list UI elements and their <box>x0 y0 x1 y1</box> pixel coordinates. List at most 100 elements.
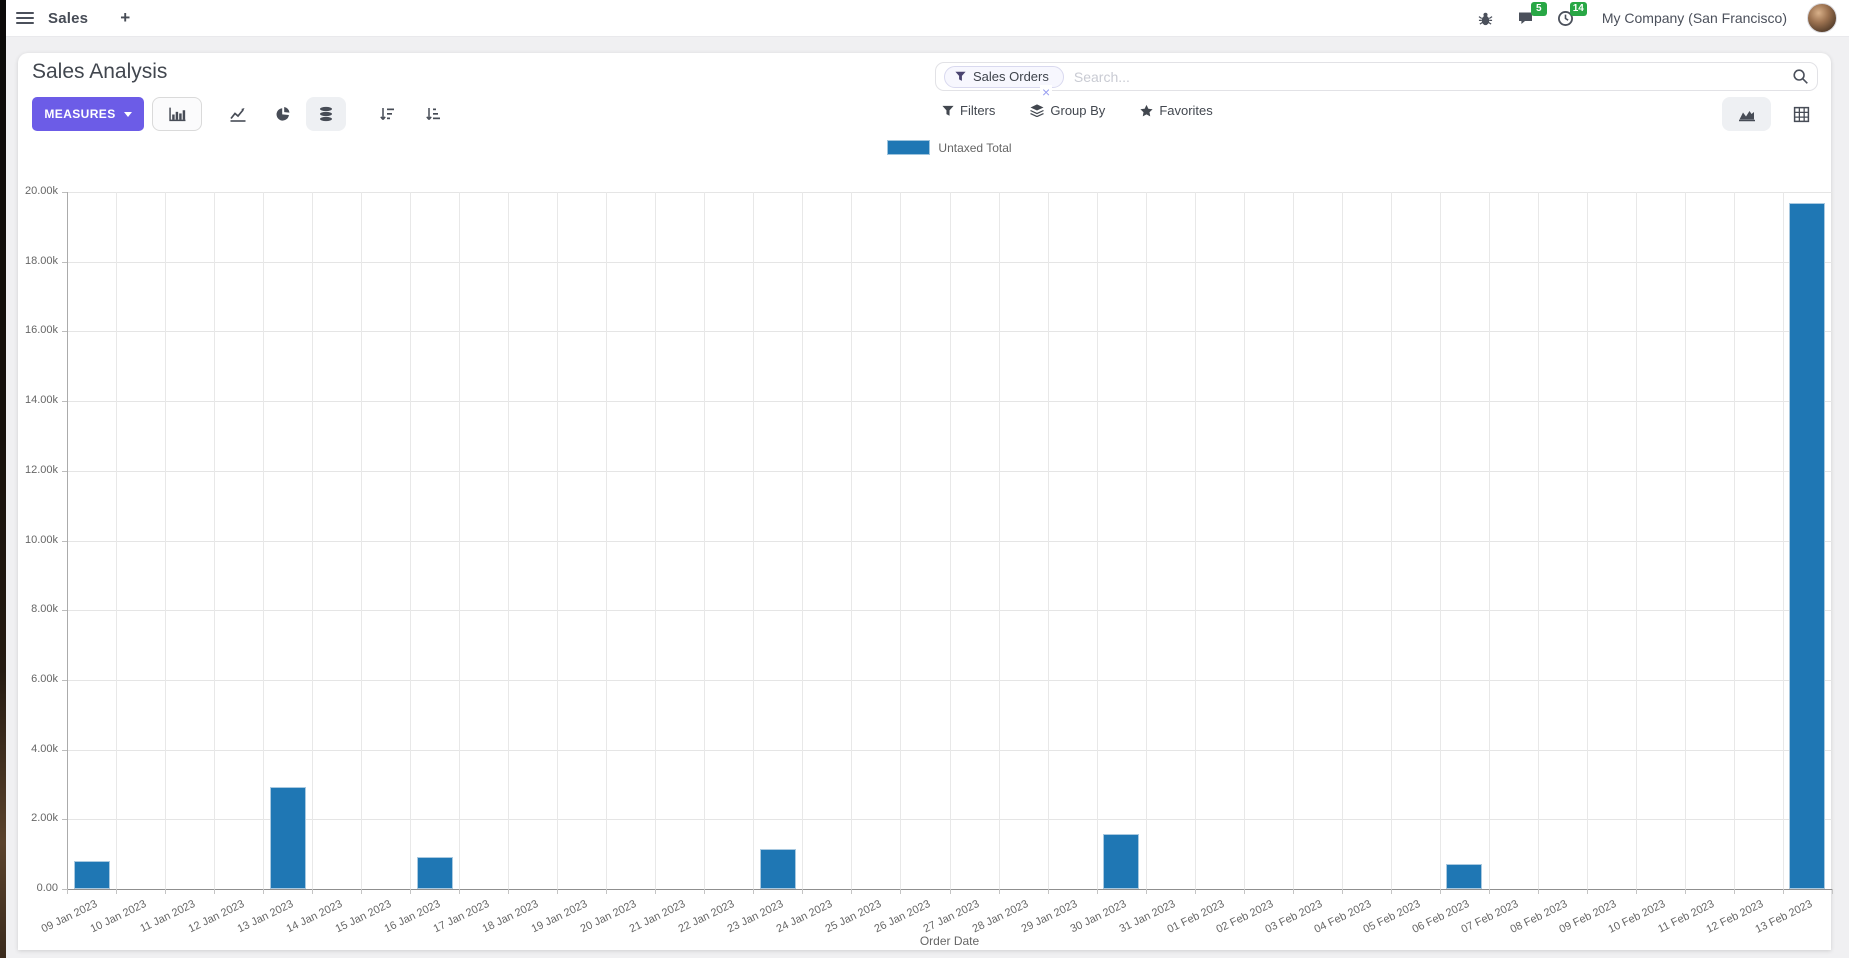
group-by-button[interactable]: Group By <box>1030 103 1105 118</box>
gridline-horizontal <box>67 541 1832 542</box>
x-tick-mark <box>851 889 852 894</box>
debug-bug-icon[interactable] <box>1476 8 1496 28</box>
y-axis-tick-label: 4.00k <box>31 743 58 755</box>
x-tick-mark <box>1195 889 1196 894</box>
filters-button[interactable]: Filters <box>942 103 995 118</box>
bar-chart-icon <box>168 107 185 121</box>
app-name-menu[interactable]: Sales <box>48 9 89 27</box>
filters-funnel-icon <box>942 105 954 116</box>
activities-clock-icon[interactable]: 14 <box>1556 2 1587 28</box>
gridline-vertical <box>999 192 1000 889</box>
x-tick-mark <box>116 889 117 894</box>
x-tick-mark <box>1734 889 1735 894</box>
bar-09 Jan 2023[interactable] <box>74 861 110 889</box>
x-tick-mark <box>1832 889 1833 894</box>
sort-ascending-button[interactable] <box>416 97 450 131</box>
sort-descending-button[interactable] <box>370 97 404 131</box>
y-tick-mark <box>62 262 67 263</box>
y-tick-mark <box>62 192 67 193</box>
gridline-horizontal <box>67 192 1832 193</box>
graph-view-button[interactable] <box>1722 97 1771 131</box>
pivot-view-icon <box>1793 106 1809 122</box>
gridline-vertical <box>508 192 509 889</box>
facet-label: Sales Orders <box>973 69 1049 84</box>
gridline-horizontal <box>67 750 1832 751</box>
search-bar[interactable]: Sales Orders × <box>935 62 1818 99</box>
gridline-horizontal <box>67 401 1832 402</box>
pivot-view-button[interactable] <box>1783 97 1819 131</box>
company-switcher[interactable]: My Company (San Francisco) <box>1601 10 1787 26</box>
y-axis-tick-label: 18.00k <box>24 255 58 267</box>
line-chart-icon <box>229 107 245 122</box>
gridline-vertical <box>1538 192 1539 889</box>
messages-icon[interactable]: 5 <box>1516 2 1547 28</box>
gridline-vertical <box>1832 192 1833 889</box>
stacked-toggle-button[interactable] <box>306 97 346 131</box>
gridline-vertical <box>1195 192 1196 889</box>
bar-30 Jan 2023[interactable] <box>1103 834 1139 889</box>
gridline-vertical <box>802 192 803 889</box>
search-facet-sales-orders[interactable]: Sales Orders <box>944 65 1064 88</box>
content-card: Sales Analysis Sales Orders × MEASURES <box>18 53 1833 950</box>
apps-menu-icon[interactable] <box>16 12 34 24</box>
legend-label: Untaxed Total <box>938 140 1012 155</box>
y-tick-mark <box>62 750 67 751</box>
y-tick-mark <box>62 331 67 332</box>
gridline-vertical <box>1146 192 1147 889</box>
y-axis-tick-label: 14.00k <box>24 394 58 406</box>
gridline-horizontal <box>67 680 1832 681</box>
gridline-vertical <box>1440 192 1441 889</box>
bar-06 Feb 2023[interactable] <box>1446 864 1482 889</box>
gridline-vertical <box>459 192 460 889</box>
gridline-vertical <box>214 192 215 889</box>
facet-remove-icon[interactable]: × <box>1040 84 1053 100</box>
bar-16 Jan 2023[interactable] <box>417 857 453 889</box>
y-tick-mark <box>62 610 67 611</box>
x-tick-mark <box>655 889 656 894</box>
y-axis-tick-label: 12.00k <box>24 464 58 476</box>
bar-chart-button[interactable] <box>152 97 202 131</box>
x-tick-mark <box>1636 889 1637 894</box>
pie-chart-button[interactable] <box>266 97 300 131</box>
gridline-vertical <box>1636 192 1637 889</box>
x-tick-mark <box>1685 889 1686 894</box>
search-input[interactable] <box>1063 68 1792 85</box>
gridline-vertical <box>1097 192 1098 889</box>
user-avatar[interactable] <box>1807 3 1837 33</box>
x-tick-mark <box>1097 889 1098 894</box>
favorites-button[interactable]: Favorites <box>1140 103 1213 118</box>
search-icon[interactable] <box>1792 68 1809 85</box>
x-tick-mark <box>312 889 313 894</box>
legend-swatch-untaxed-total[interactable] <box>887 140 931 155</box>
y-tick-mark <box>62 889 67 890</box>
x-tick-mark <box>1783 889 1784 894</box>
gridline-vertical <box>165 192 166 889</box>
line-chart-button[interactable] <box>220 97 254 131</box>
bar-23 Jan 2023[interactable] <box>760 849 796 889</box>
y-tick-mark <box>62 471 67 472</box>
gridline-vertical <box>900 192 901 889</box>
x-tick-mark <box>1489 889 1490 894</box>
x-tick-mark <box>704 889 705 894</box>
gridline-vertical <box>1244 192 1245 889</box>
bar-13 Jan 2023[interactable] <box>270 787 306 889</box>
x-tick-mark <box>1587 889 1588 894</box>
gridline-vertical <box>1587 192 1588 889</box>
bar-13 Feb 2023[interactable] <box>1789 203 1825 889</box>
gridline-vertical <box>1685 192 1686 889</box>
x-tick-mark <box>1048 889 1049 894</box>
measures-button[interactable]: MEASURES <box>32 97 144 131</box>
gridline-vertical <box>606 192 607 889</box>
gridline-horizontal <box>67 262 1832 263</box>
new-tab-button[interactable]: + <box>120 8 131 27</box>
x-tick-mark <box>900 889 901 894</box>
x-tick-mark <box>1293 889 1294 894</box>
gridline-vertical <box>116 192 117 889</box>
y-tick-mark <box>62 680 67 681</box>
x-tick-mark <box>214 889 215 894</box>
gridline-vertical <box>1734 192 1735 889</box>
graph-view-icon <box>1738 110 1755 121</box>
gridline-vertical <box>1783 192 1784 889</box>
x-tick-mark <box>1146 889 1147 894</box>
gridline-vertical <box>557 192 558 889</box>
